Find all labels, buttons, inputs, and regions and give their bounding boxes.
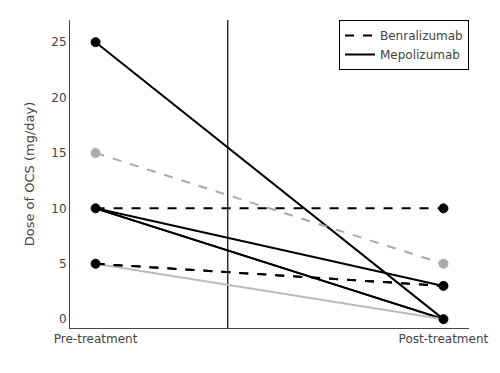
- svg-text:5: 5: [59, 257, 67, 271]
- svg-text:Benralizumab: Benralizumab: [380, 29, 463, 43]
- svg-text:Dose of OCS (mg/day): Dose of OCS (mg/day): [22, 102, 37, 247]
- svg-text:20: 20: [51, 91, 66, 105]
- svg-text:Mepolizumab: Mepolizumab: [380, 48, 460, 62]
- svg-text:Pre-treatment: Pre-treatment: [54, 332, 138, 346]
- svg-text:0: 0: [59, 312, 67, 326]
- svg-text:Post-treatment: Post-treatment: [399, 332, 489, 346]
- svg-text:25: 25: [51, 35, 66, 49]
- svg-text:15: 15: [51, 146, 66, 160]
- svg-text:10: 10: [51, 202, 66, 216]
